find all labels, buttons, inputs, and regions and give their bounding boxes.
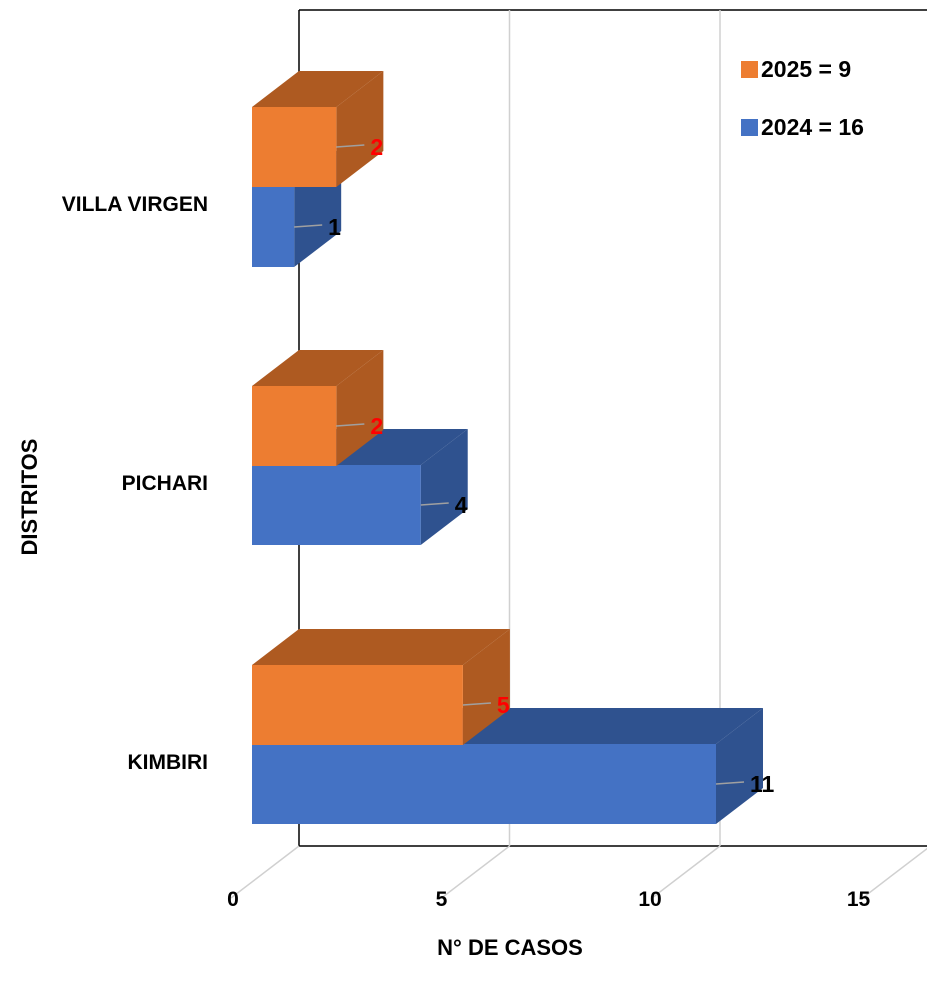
legend-label: 2025 = 9 [761, 56, 851, 82]
data-label: 4 [455, 492, 468, 518]
category-label: VILLA VIRGEN [62, 193, 208, 216]
data-label-leader [336, 144, 365, 148]
data-label: 2 [370, 134, 383, 160]
x-tick-label: 10 [638, 888, 661, 911]
bar-2025 [252, 71, 384, 187]
x-axis-title: N° DE CASOS [437, 935, 583, 960]
category-label: PICHARI [122, 472, 208, 495]
bar-front-face [252, 187, 295, 267]
data-label: 5 [497, 692, 510, 718]
bar-top-face [252, 629, 510, 665]
data-label-leader [294, 224, 323, 228]
y-axis-title: DISTRITOS [17, 439, 42, 556]
bar-front-face [252, 465, 421, 545]
bar-side-face [716, 708, 763, 824]
data-label-leader [336, 423, 365, 427]
data-label: 2 [370, 413, 383, 439]
bar-side-face [420, 429, 468, 545]
bar-front-face [252, 665, 463, 745]
x-tick-label: 15 [847, 888, 871, 911]
floor-gridline [230, 845, 300, 899]
data-label: 1 [328, 214, 341, 240]
legend-label: 2024 = 16 [761, 114, 864, 140]
bar-front-face [252, 107, 337, 187]
bar-top-face [252, 350, 384, 386]
legend-swatch [741, 119, 758, 136]
floor-gridline [862, 847, 927, 899]
bar-side-face [336, 350, 384, 466]
bar-front-face [252, 386, 337, 466]
legend: 2025 = 9 2024 = 16 [741, 56, 864, 140]
bar-front-face [252, 744, 716, 824]
bar-side-face [462, 629, 510, 745]
bar-2025 [252, 350, 384, 466]
x-tick-label: 0 [227, 888, 239, 911]
labels-layer: 0 5 10 15 2 1 VILLA VIRGEN 2 4 PICHARI 5 11 KIMBIRI [62, 134, 871, 911]
floor-gridline [651, 845, 721, 899]
data-label-leader [420, 502, 449, 506]
bar-top-face [252, 71, 384, 107]
bar-side-face [336, 71, 384, 187]
data-label: 11 [750, 771, 775, 797]
data-label-leader [715, 781, 745, 785]
category-label: KIMBIRI [128, 751, 209, 774]
bars-layer [252, 71, 763, 824]
legend-swatch [741, 61, 758, 78]
x-tick-label: 5 [436, 888, 448, 911]
data-label-leader [462, 702, 491, 706]
bar-2025 [252, 629, 510, 745]
floor-gridline [441, 845, 510, 899]
